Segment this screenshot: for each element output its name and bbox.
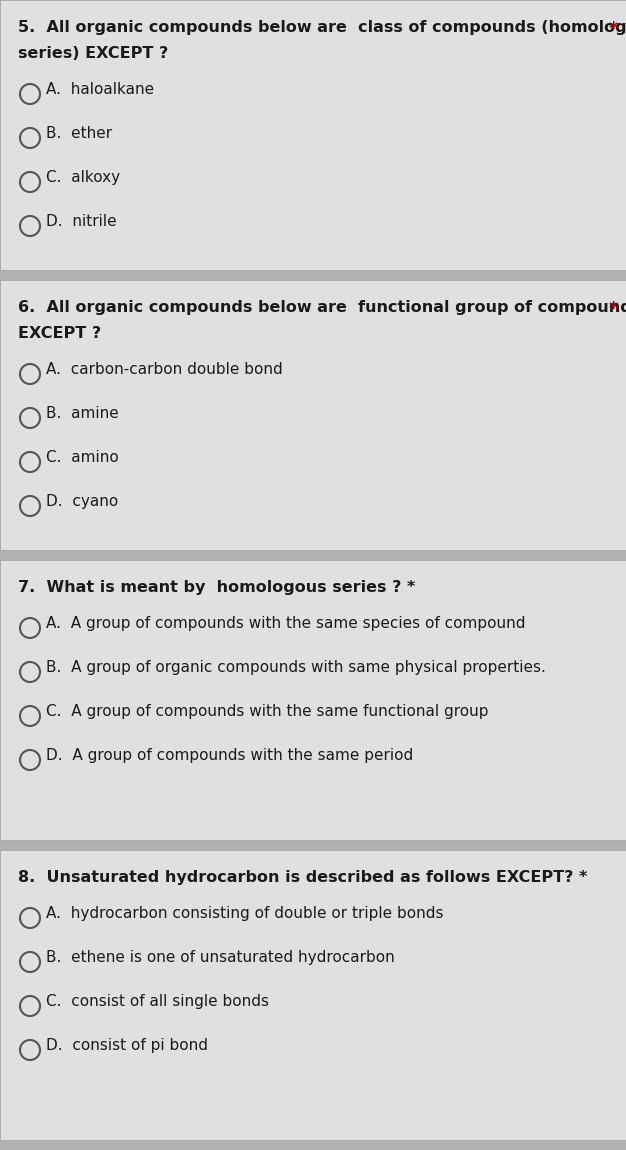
Bar — [0, 0, 626, 270]
Text: 5.  All organic compounds below are  class of compounds (homologous: 5. All organic compounds below are class… — [18, 20, 626, 34]
Text: B.  amine: B. amine — [46, 406, 119, 421]
Text: C.  consist of all single bonds: C. consist of all single bonds — [46, 994, 269, 1009]
Text: 6.  All organic compounds below are  functional group of compounds: 6. All organic compounds below are funct… — [18, 300, 626, 315]
Text: D.  cyano: D. cyano — [46, 494, 118, 509]
Text: A.  A group of compounds with the same species of compound: A. A group of compounds with the same sp… — [46, 616, 525, 631]
Text: A.  carbon-carbon double bond: A. carbon-carbon double bond — [46, 362, 283, 377]
Text: B.  ether: B. ether — [46, 126, 112, 141]
Text: D.  nitrile: D. nitrile — [46, 214, 116, 229]
Text: B.  ethene is one of unsaturated hydrocarbon: B. ethene is one of unsaturated hydrocar… — [46, 950, 395, 965]
Text: EXCEPT ?: EXCEPT ? — [18, 325, 101, 342]
Text: D.  consist of pi bond: D. consist of pi bond — [46, 1038, 208, 1053]
Text: 7.  What is meant by  homologous series ? *: 7. What is meant by homologous series ? … — [18, 580, 416, 595]
Text: A.  hydrocarbon consisting of double or triple bonds: A. hydrocarbon consisting of double or t… — [46, 906, 443, 921]
Text: D.  A group of compounds with the same period: D. A group of compounds with the same pe… — [46, 748, 413, 762]
Text: B.  A group of organic compounds with same physical properties.: B. A group of organic compounds with sam… — [46, 660, 546, 675]
Text: C.  A group of compounds with the same functional group: C. A group of compounds with the same fu… — [46, 704, 488, 719]
Text: series) EXCEPT ?: series) EXCEPT ? — [18, 46, 168, 61]
Text: 8.  Unsaturated hydrocarbon is described as follows EXCEPT? *: 8. Unsaturated hydrocarbon is described … — [18, 871, 587, 886]
Text: *: * — [608, 300, 618, 319]
Text: A.  haloalkane: A. haloalkane — [46, 82, 154, 97]
Bar — [0, 279, 626, 550]
Text: C.  amino: C. amino — [46, 450, 119, 465]
Bar — [0, 850, 626, 1140]
Text: C.  alkoxy: C. alkoxy — [46, 170, 120, 185]
Text: *: * — [608, 20, 618, 38]
Bar — [0, 560, 626, 840]
